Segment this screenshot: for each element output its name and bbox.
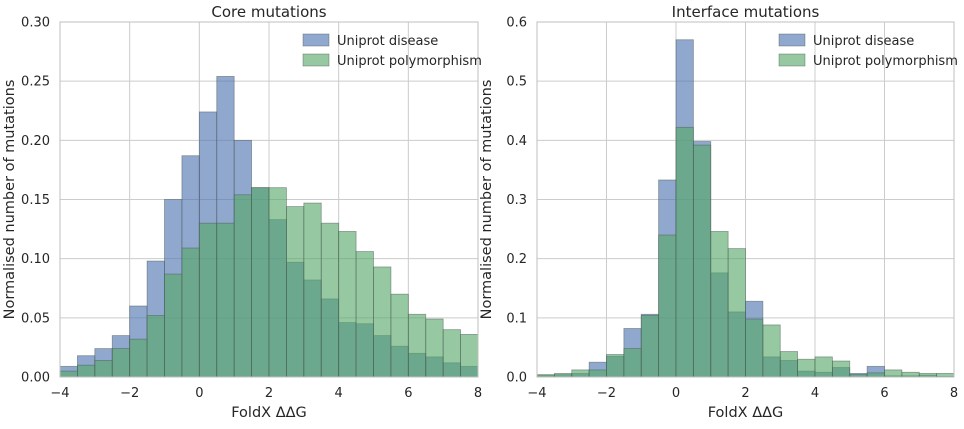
histogram-bar — [164, 273, 183, 378]
x-tick-label: 6 — [404, 386, 412, 401]
x-tick-label: 8 — [474, 386, 482, 401]
histogram-bar — [571, 369, 590, 378]
y-tick-label: 0.00 — [21, 371, 50, 386]
histogram-bar — [797, 358, 816, 378]
histogram-bar — [268, 187, 287, 378]
y-tick-label: 0.3 — [506, 193, 527, 208]
x-tick-label: −2 — [120, 386, 139, 401]
chart-panel-1: −4 −2 0 2 4 6 8 0.00 0.05 0.10 0.15 0.20 0.25 0.30 Cor… — [2, 3, 482, 421]
histogram-bar — [181, 247, 200, 378]
histogram-bar — [901, 371, 920, 378]
histogram-bar — [390, 293, 409, 378]
histogram-bar — [303, 202, 322, 378]
x-axis-label: FoldX ΔΔG — [708, 405, 784, 421]
histogram-bar — [606, 354, 625, 378]
histogram-bar — [425, 318, 444, 378]
histogram-bar — [884, 369, 903, 378]
histogram-bar — [588, 369, 607, 378]
x-tick-label: 8 — [950, 386, 958, 401]
y-tick-label: 0.30 — [21, 16, 50, 31]
legend-label: Uniprot polymorphism — [813, 54, 958, 69]
histogram-bar — [233, 194, 252, 378]
histogram-bar — [442, 329, 461, 378]
histogram-bar — [745, 318, 764, 378]
legend-label: Uniprot disease — [337, 34, 438, 49]
histogram-bar — [355, 251, 374, 378]
x-tick-label: −4 — [527, 386, 546, 401]
x-tick-label: 0 — [672, 386, 680, 401]
y-tick-label: 0.15 — [21, 193, 50, 208]
histogram-bar — [338, 231, 357, 378]
legend-label: Uniprot disease — [813, 34, 914, 49]
y-tick-label: 0.2 — [506, 252, 527, 267]
histogram-bar — [814, 356, 833, 378]
histogram-bar — [866, 372, 885, 378]
histogram-bar — [129, 338, 148, 378]
histogram-bar — [320, 222, 340, 378]
y-tick-label: 0.1 — [506, 311, 527, 326]
histogram-bar — [111, 348, 131, 378]
x-tick-label: 4 — [811, 386, 819, 401]
histogram-bar — [762, 324, 781, 378]
legend: Uniprot disease Uniprot polymorphism — [778, 33, 958, 69]
y-tick-label: 0.05 — [21, 311, 50, 326]
legend-swatch — [778, 33, 806, 47]
histogram-bar — [658, 234, 677, 378]
legend-swatch — [302, 33, 330, 47]
histogram-bar — [216, 222, 235, 378]
x-tick-label: −2 — [597, 386, 616, 401]
legend: Uniprot disease Uniprot polymorphism — [302, 33, 482, 69]
x-axis-label: FoldX ΔΔG — [231, 405, 307, 421]
histogram-bar — [553, 373, 573, 378]
histogram-bar — [198, 222, 218, 378]
histogram-bar — [77, 364, 96, 378]
plot-frame — [536, 21, 955, 378]
y-tick-label: 0.10 — [21, 252, 50, 267]
histogram-bar — [692, 144, 712, 378]
histogram-bar — [286, 206, 305, 378]
y-axis-label: Normalised number of mutations — [2, 80, 18, 320]
plot-frame — [59, 21, 479, 378]
histogram-bar — [146, 315, 165, 378]
histogram-bar — [710, 231, 729, 378]
histogram-bar — [460, 333, 479, 378]
histogram-bar — [675, 126, 694, 378]
chart-panel-2: −4 −2 0 2 4 6 8 0.0 0.1 0.2 0.3 0.4 0.5 0.6 Interface … — [479, 3, 958, 421]
histogram-bar — [831, 360, 851, 378]
histogram-bar — [779, 351, 799, 378]
chart-title: Interface mutations — [672, 3, 820, 21]
y-tick-label: 0.20 — [21, 134, 50, 149]
x-tick-label: 4 — [335, 386, 343, 401]
histogram-bar — [59, 370, 78, 378]
y-tick-label: 0.5 — [506, 75, 527, 90]
legend-swatch — [302, 53, 330, 67]
x-tick-label: 0 — [195, 386, 203, 401]
y-tick-label: 0.6 — [506, 16, 527, 31]
legend-label: Uniprot polymorphism — [337, 54, 482, 69]
y-axis-label: Normalised number of mutations — [479, 80, 495, 320]
y-tick-label: 0.4 — [506, 134, 527, 149]
series-polymorphism — [59, 187, 479, 378]
histogram-bar — [407, 313, 427, 378]
legend-swatch — [778, 53, 806, 67]
histogram-bar — [936, 373, 955, 378]
y-tick-label: 0.25 — [21, 75, 50, 90]
x-tick-label: 2 — [265, 386, 273, 401]
histogram-bar — [727, 248, 746, 378]
x-tick-label: 6 — [880, 386, 888, 401]
x-tick-label: 2 — [741, 386, 749, 401]
histogram-bar — [918, 373, 938, 378]
histogram-bar — [623, 348, 642, 378]
histogram-bar — [94, 360, 113, 378]
histogram-bar — [251, 187, 270, 378]
histogram-bar — [373, 266, 392, 378]
x-tick-label: −4 — [50, 386, 69, 401]
y-tick-label: 0.0 — [506, 371, 527, 386]
histogram-bar — [640, 315, 660, 378]
series-polymorphism — [536, 126, 955, 378]
chart-title: Core mutations — [211, 3, 326, 21]
